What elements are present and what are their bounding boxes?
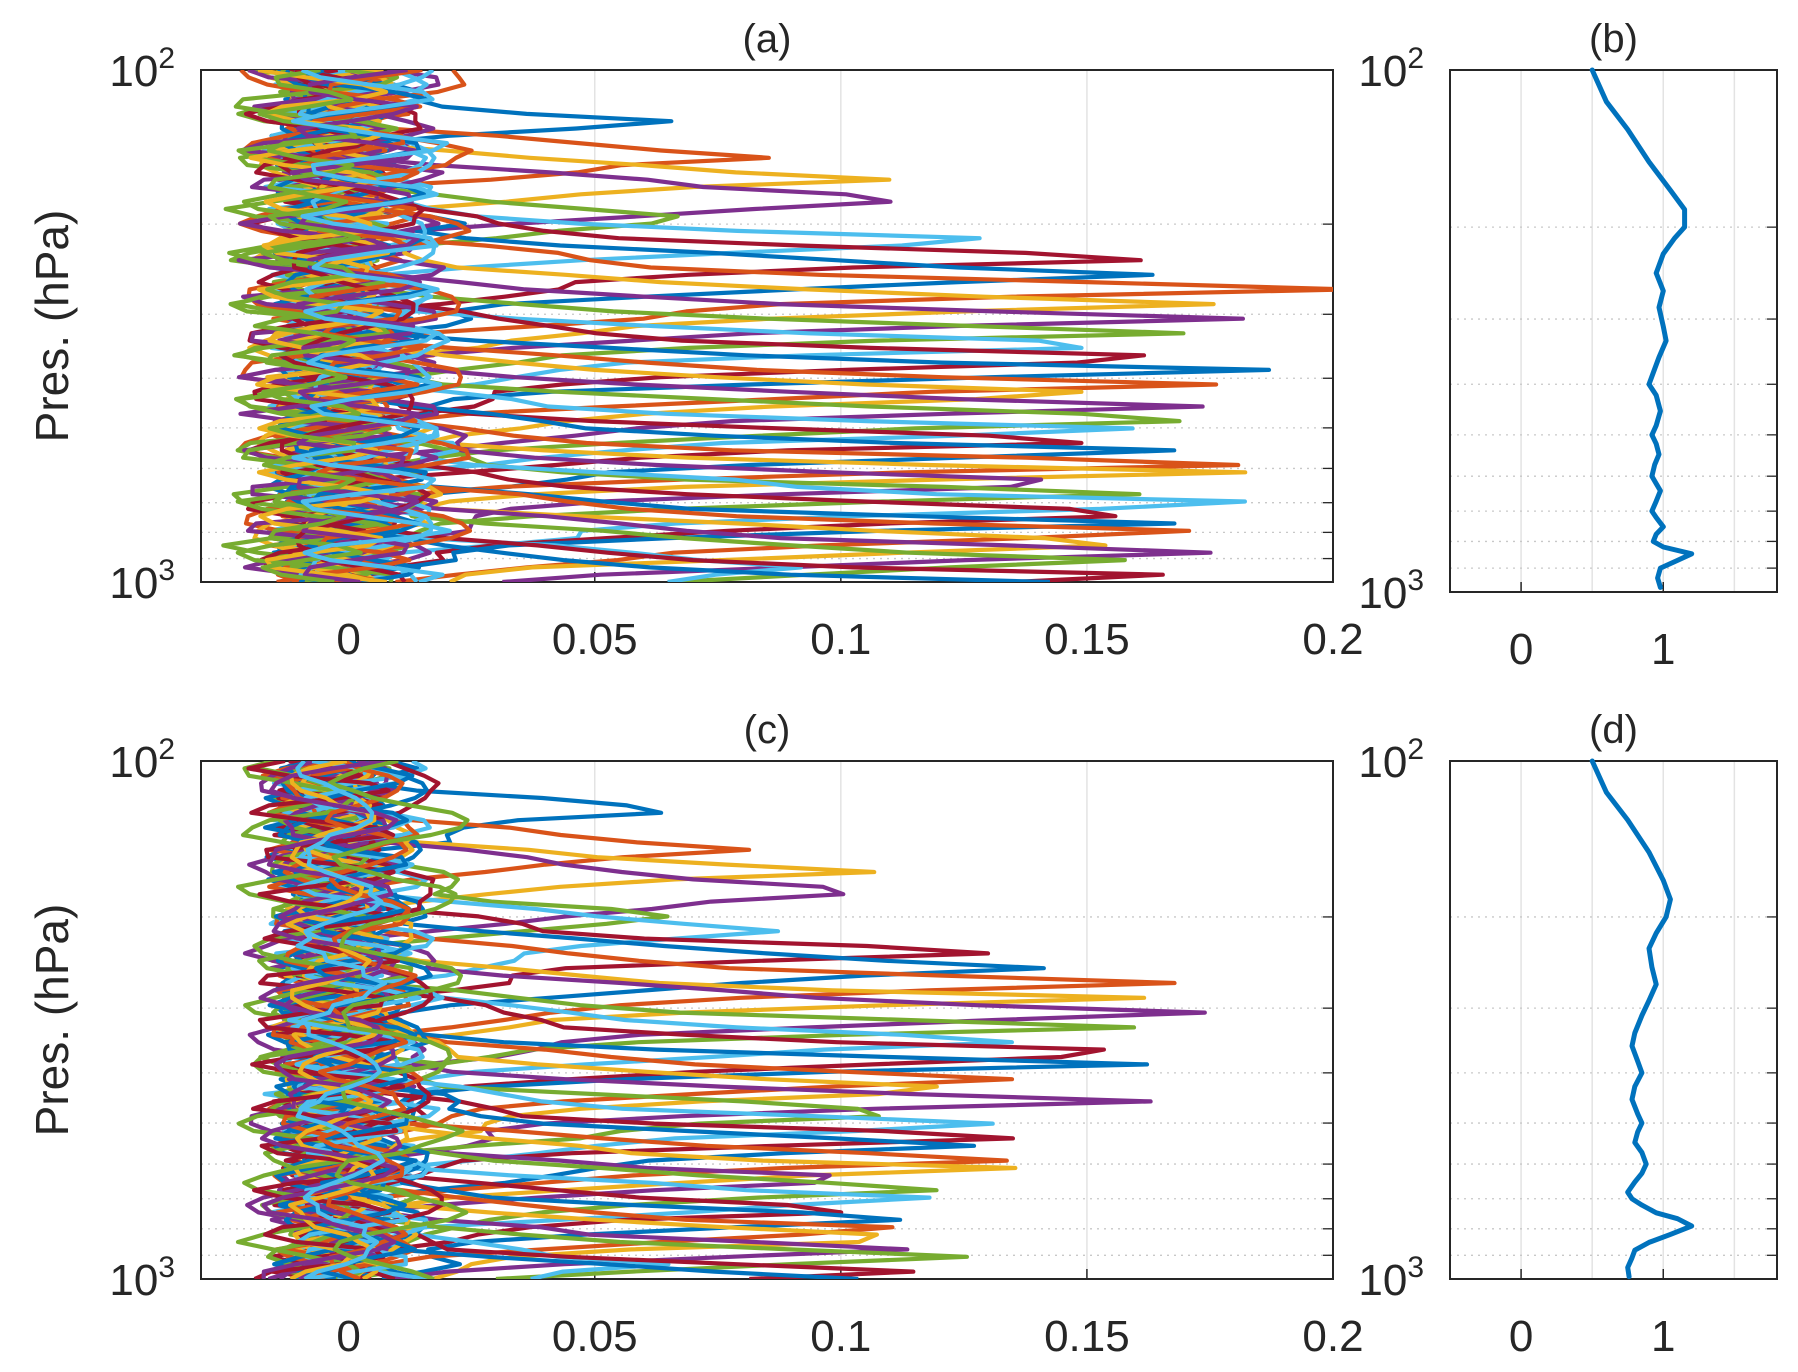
series-line — [285, 761, 377, 1279]
y-tick-label: 102 — [109, 42, 175, 96]
y-tick-label: 102 — [1358, 42, 1424, 96]
x-tick-label: 1 — [1651, 625, 1675, 674]
series-group — [221, 70, 1333, 582]
panel-b: 0 1 102 103 (b) — [1358, 17, 1778, 674]
x-tick-label: 0 — [1509, 625, 1533, 674]
x-tick-label: 0.15 — [1044, 615, 1130, 664]
series-line — [290, 70, 452, 582]
axes-frame — [200, 69, 1334, 583]
x-tick-label: 0.15 — [1044, 1312, 1130, 1361]
y-tick-label: 102 — [109, 733, 175, 787]
x-tick-label: 0.2 — [1302, 1312, 1363, 1361]
x-tick-label: 0.2 — [1302, 615, 1363, 664]
axes-frame — [1449, 760, 1778, 1280]
y-axis-label: Pres. (hPa) — [26, 904, 78, 1137]
panel-title: (b) — [1589, 17, 1638, 61]
series-line — [295, 761, 388, 1279]
axes-frame — [1449, 69, 1778, 593]
x-tick-label: 0 — [1509, 1312, 1533, 1361]
x-tick-label: 0 — [336, 615, 360, 664]
panel-title: (a) — [743, 17, 792, 61]
y-axis-label: Pres. (hPa) — [26, 210, 78, 443]
x-tick-label: 0 — [336, 1312, 360, 1361]
panel-title: (c) — [744, 708, 791, 752]
series-line — [327, 761, 470, 1279]
x-tick-label: 0.1 — [810, 1312, 871, 1361]
panel-d: 0 1 102 103 (d) — [1358, 708, 1778, 1361]
panel-c: 0 0.05 0.1 0.15 0.2 102 103 (c) Pres. (hPa) — [26, 708, 1364, 1361]
x-tick-label: 1 — [1651, 1312, 1675, 1361]
series-line — [354, 761, 433, 1279]
mean-profile-line — [1589, 758, 1695, 1280]
y-tick-label: 103 — [109, 1251, 175, 1305]
panel-title: (d) — [1589, 708, 1638, 752]
x-tick-label: 0.05 — [552, 1312, 638, 1361]
y-tick-label: 102 — [1358, 733, 1424, 787]
x-tick-label: 0.05 — [552, 615, 638, 664]
series-line — [252, 70, 363, 582]
y-tick-label: 103 — [1358, 1251, 1424, 1305]
y-tick-label: 103 — [1358, 564, 1424, 618]
x-tick-label: 0.1 — [810, 615, 871, 664]
mean-profile-line — [1589, 67, 1695, 590]
series-group — [235, 761, 1207, 1279]
y-tick-label: 103 — [109, 554, 175, 608]
panel-a: 0 0.05 0.1 0.15 0.2 102 103 (a) Pres. (hPa) — [26, 17, 1364, 664]
